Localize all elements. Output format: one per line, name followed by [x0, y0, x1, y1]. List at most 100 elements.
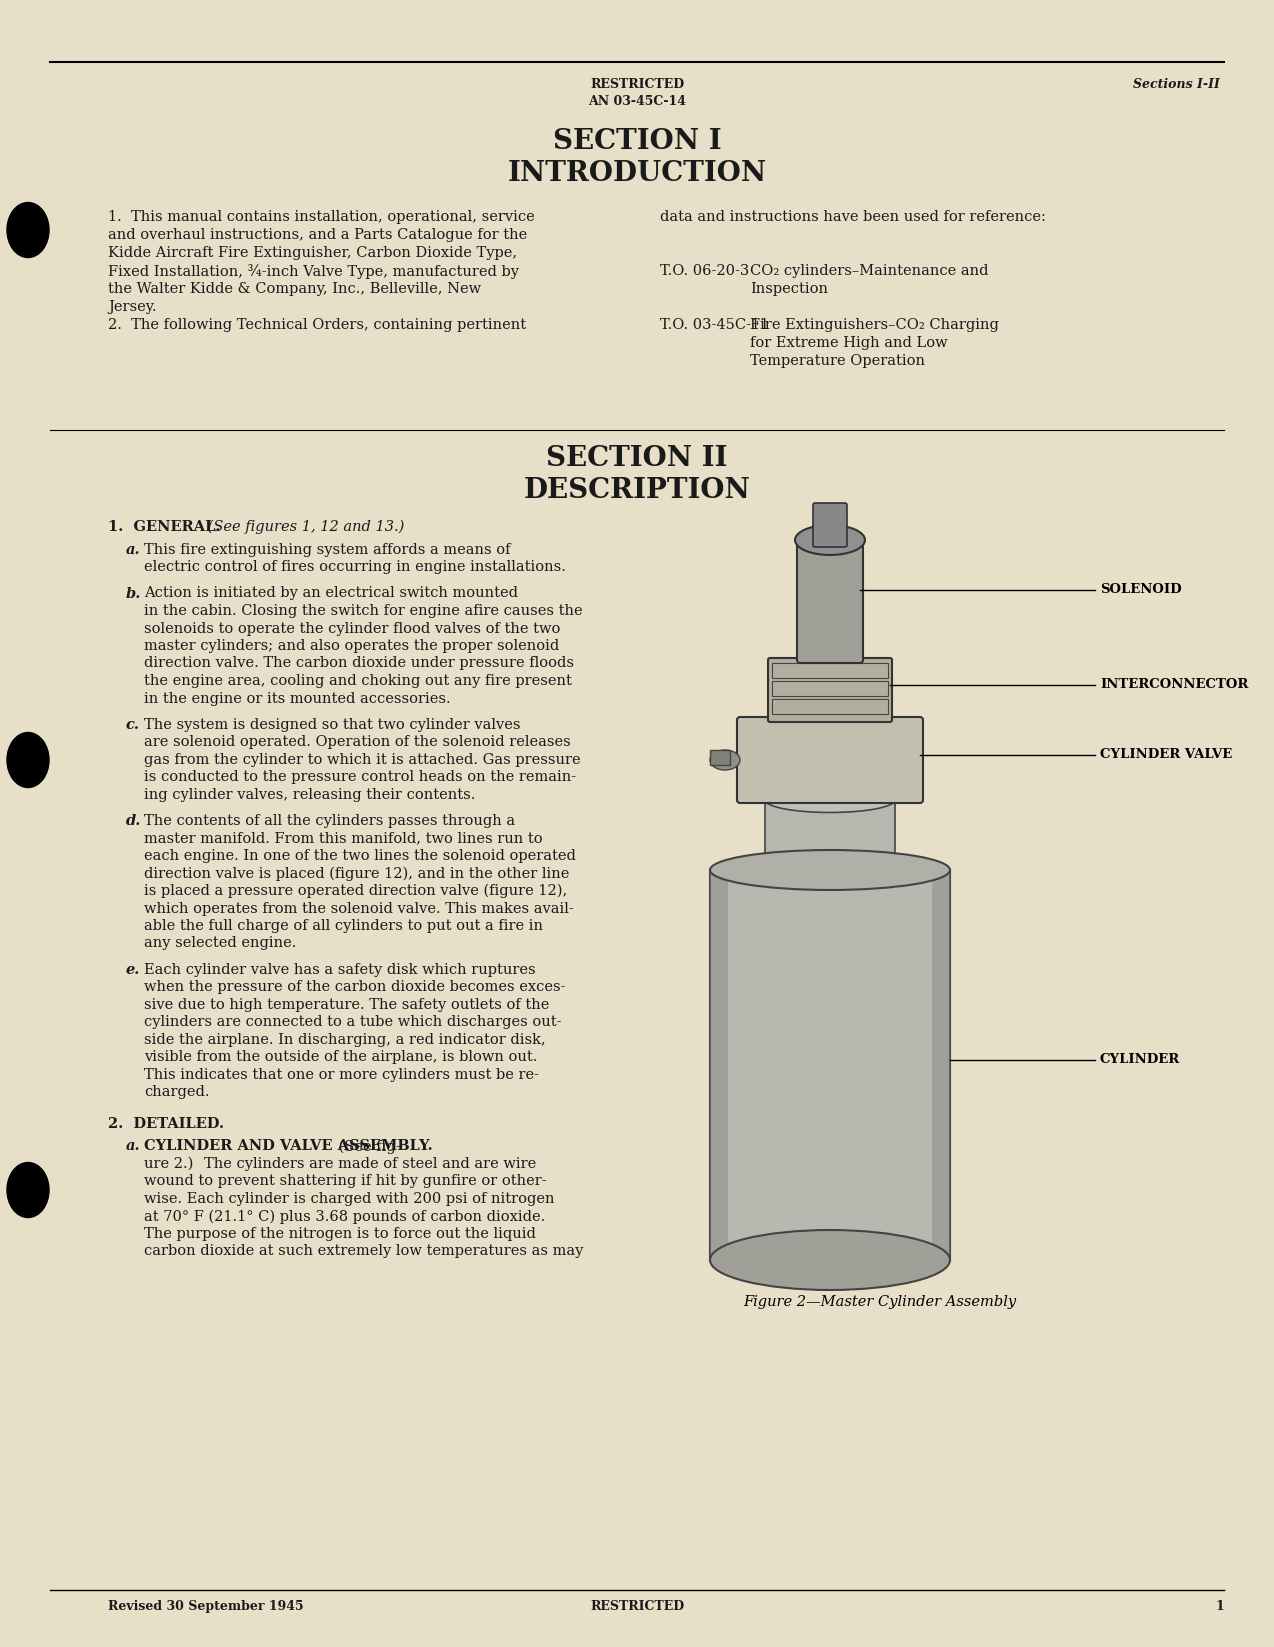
- Bar: [710, 749, 730, 764]
- Text: This indicates that one or more cylinders must be re-: This indicates that one or more cylinder…: [144, 1067, 539, 1082]
- Text: (See fig-: (See fig-: [334, 1140, 400, 1155]
- Text: in the engine or its mounted accessories.: in the engine or its mounted accessories…: [144, 692, 451, 705]
- Text: each engine. In one of the two lines the solenoid operated: each engine. In one of the two lines the…: [144, 848, 576, 863]
- Text: T.O. 06-20-3: T.O. 06-20-3: [660, 264, 749, 278]
- Ellipse shape: [710, 1230, 950, 1290]
- FancyBboxPatch shape: [736, 716, 922, 804]
- Text: master cylinders; and also operates the proper solenoid: master cylinders; and also operates the …: [144, 639, 559, 652]
- Text: SECTION II: SECTION II: [547, 445, 727, 473]
- Text: for Extreme High and Low: for Extreme High and Low: [750, 336, 948, 351]
- Bar: [772, 664, 888, 679]
- Text: side the airplane. In discharging, a red indicator disk,: side the airplane. In discharging, a red…: [144, 1033, 545, 1047]
- Text: The system is designed so that two cylinder valves: The system is designed so that two cylin…: [144, 718, 521, 731]
- Text: the engine area, cooling and choking out any fire present: the engine area, cooling and choking out…: [144, 674, 572, 688]
- Ellipse shape: [764, 787, 896, 812]
- Bar: [933, 870, 950, 1260]
- Bar: [806, 870, 854, 1260]
- Text: 1: 1: [1215, 1599, 1224, 1612]
- FancyBboxPatch shape: [710, 870, 950, 1260]
- Ellipse shape: [710, 850, 950, 889]
- Bar: [778, 870, 882, 1260]
- Text: solenoids to operate the cylinder flood valves of the two: solenoids to operate the cylinder flood …: [144, 621, 561, 636]
- Text: are solenoid operated. Operation of the solenoid releases: are solenoid operated. Operation of the …: [144, 735, 571, 749]
- Text: Revised 30 September 1945: Revised 30 September 1945: [108, 1599, 303, 1612]
- Text: INTRODUCTION: INTRODUCTION: [507, 160, 767, 188]
- Text: a.: a.: [126, 1140, 140, 1153]
- Text: INTERCONNECTOR: INTERCONNECTOR: [1099, 679, 1249, 692]
- Text: wise. Each cylinder is charged with 200 psi of nitrogen: wise. Each cylinder is charged with 200 …: [144, 1192, 554, 1206]
- Text: This fire extinguishing system affords a means of: This fire extinguishing system affords a…: [144, 544, 511, 557]
- Text: wound to prevent shattering if hit by gunfire or other-: wound to prevent shattering if hit by gu…: [144, 1174, 547, 1189]
- Text: RESTRICTED: RESTRICTED: [590, 77, 684, 91]
- Bar: [792, 870, 868, 1260]
- Text: any selected engine.: any selected engine.: [144, 937, 297, 950]
- Text: Fire Extinguishers–CO₂ Charging: Fire Extinguishers–CO₂ Charging: [750, 318, 999, 333]
- Text: and overhaul instructions, and a Parts Catalogue for the: and overhaul instructions, and a Parts C…: [108, 227, 527, 242]
- Text: charged.: charged.: [144, 1085, 209, 1099]
- Text: which operates from the solenoid valve. This makes avail-: which operates from the solenoid valve. …: [144, 901, 573, 916]
- Text: Fixed Installation, ¾-inch Valve Type, manufactured by: Fixed Installation, ¾-inch Valve Type, m…: [108, 264, 519, 278]
- Text: RESTRICTED: RESTRICTED: [590, 1599, 684, 1612]
- Text: Figure 2—Master Cylinder Assembly: Figure 2—Master Cylinder Assembly: [744, 1295, 1017, 1309]
- Bar: [710, 870, 950, 1260]
- Text: CYLINDER VALVE: CYLINDER VALVE: [1099, 748, 1232, 761]
- Text: 1.  GENERAL.: 1. GENERAL.: [108, 520, 220, 534]
- Text: Jersey.: Jersey.: [108, 300, 157, 315]
- Text: in the cabin. Closing the switch for engine afire causes the: in the cabin. Closing the switch for eng…: [144, 604, 582, 618]
- Text: Each cylinder valve has a safety disk which ruptures: Each cylinder valve has a safety disk wh…: [144, 963, 535, 977]
- Ellipse shape: [6, 1163, 48, 1217]
- Ellipse shape: [795, 525, 865, 555]
- Text: direction valve is placed (figure 12), and in the other line: direction valve is placed (figure 12), a…: [144, 866, 569, 881]
- Text: SOLENOID: SOLENOID: [1099, 583, 1181, 596]
- Text: carbon dioxide at such extremely low temperatures as may: carbon dioxide at such extremely low tem…: [144, 1245, 583, 1258]
- Bar: [724, 870, 936, 1260]
- FancyBboxPatch shape: [768, 659, 892, 721]
- Text: DESCRIPTION: DESCRIPTION: [524, 478, 750, 504]
- Text: CYLINDER: CYLINDER: [1099, 1052, 1180, 1066]
- Text: sive due to high temperature. The safety outlets of the: sive due to high temperature. The safety…: [144, 998, 549, 1011]
- Text: 1.  This manual contains installation, operational, service: 1. This manual contains installation, op…: [108, 211, 535, 224]
- Text: cylinders are connected to a tube which discharges out-: cylinders are connected to a tube which …: [144, 1015, 562, 1029]
- Bar: [764, 870, 896, 1260]
- Text: the Walter Kidde & Company, Inc., Belleville, New: the Walter Kidde & Company, Inc., Bellev…: [108, 282, 482, 296]
- Text: Action is initiated by an electrical switch mounted: Action is initiated by an electrical swi…: [144, 586, 519, 601]
- Text: 2.  The following Technical Orders, containing pertinent: 2. The following Technical Orders, conta…: [108, 318, 526, 333]
- Text: The purpose of the nitrogen is to force out the liquid: The purpose of the nitrogen is to force …: [144, 1227, 536, 1240]
- Text: d.: d.: [126, 814, 141, 828]
- Text: ure 2.): ure 2.): [144, 1156, 194, 1171]
- Text: a.: a.: [126, 544, 140, 557]
- Bar: [772, 698, 888, 715]
- Text: b.: b.: [126, 586, 141, 601]
- Text: CYLINDER AND VALVE ASSEMBLY.: CYLINDER AND VALVE ASSEMBLY.: [144, 1140, 433, 1153]
- Text: electric control of fires occurring in engine installations.: electric control of fires occurring in e…: [144, 560, 566, 575]
- FancyBboxPatch shape: [764, 800, 896, 870]
- Text: The contents of all the cylinders passes through a: The contents of all the cylinders passes…: [144, 814, 515, 828]
- Ellipse shape: [6, 733, 48, 787]
- Text: master manifold. From this manifold, two lines run to: master manifold. From this manifold, two…: [144, 832, 543, 845]
- Text: when the pressure of the carbon dioxide becomes exces-: when the pressure of the carbon dioxide …: [144, 980, 566, 995]
- Text: T.O. 03-45C-11: T.O. 03-45C-11: [660, 318, 769, 333]
- Text: 2.  DETAILED.: 2. DETAILED.: [108, 1117, 224, 1131]
- Text: SECTION I: SECTION I: [553, 128, 721, 155]
- Text: CO₂ cylinders–Maintenance and: CO₂ cylinders–Maintenance and: [750, 264, 989, 278]
- Text: at 70° F (21.1° C) plus 3.68 pounds of carbon dioxide.: at 70° F (21.1° C) plus 3.68 pounds of c…: [144, 1209, 545, 1224]
- Text: Inspection: Inspection: [750, 282, 828, 296]
- Text: Sections I-II: Sections I-II: [1133, 77, 1220, 91]
- Text: ing cylinder valves, releasing their contents.: ing cylinder valves, releasing their con…: [144, 787, 475, 802]
- Text: The cylinders are made of steel and are wire: The cylinders are made of steel and are …: [204, 1156, 536, 1171]
- Text: able the full charge of all cylinders to put out a fire in: able the full charge of all cylinders to…: [144, 919, 543, 932]
- Bar: [772, 680, 888, 697]
- Bar: [710, 870, 727, 1260]
- Text: AN 03-45C-14: AN 03-45C-14: [589, 96, 685, 109]
- Text: data and instructions have been used for reference:: data and instructions have been used for…: [660, 211, 1046, 224]
- Bar: [736, 870, 922, 1260]
- Text: (See figures 1, 12 and 13.): (See figures 1, 12 and 13.): [203, 520, 404, 534]
- Ellipse shape: [6, 203, 48, 257]
- Text: Kidde Aircraft Fire Extinguisher, Carbon Dioxide Type,: Kidde Aircraft Fire Extinguisher, Carbon…: [108, 245, 517, 260]
- Text: is conducted to the pressure control heads on the remain-: is conducted to the pressure control hea…: [144, 771, 576, 784]
- Text: is placed a pressure operated direction valve (figure 12),: is placed a pressure operated direction …: [144, 884, 567, 898]
- Text: direction valve. The carbon dioxide under pressure floods: direction valve. The carbon dioxide unde…: [144, 657, 575, 670]
- Text: visible from the outside of the airplane, is blown out.: visible from the outside of the airplane…: [144, 1051, 538, 1064]
- FancyBboxPatch shape: [813, 502, 847, 547]
- FancyBboxPatch shape: [798, 537, 862, 664]
